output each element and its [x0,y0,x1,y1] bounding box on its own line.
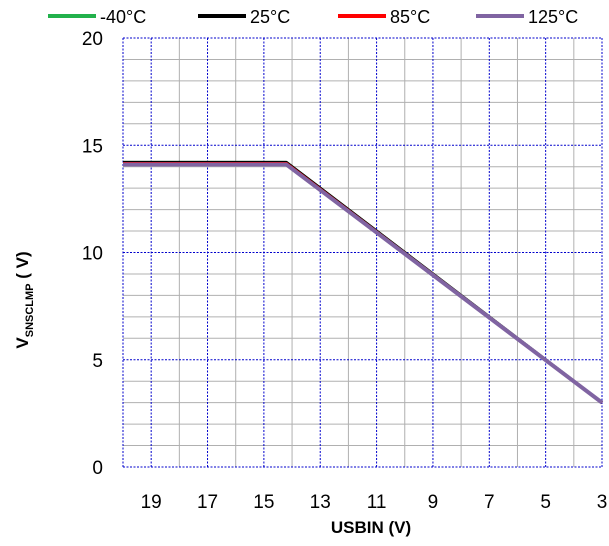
y-tick-label: 0 [92,458,103,479]
legend-label-1: 25°C [250,7,290,27]
y-tick-labels: 0 5 10 15 20 [82,29,103,479]
y-tick-label: 10 [82,244,103,265]
y-tick-label: 15 [82,136,103,157]
x-tick-label: 3 [597,492,608,513]
x-tick-label: 15 [253,492,274,513]
y-axis-title-main: V [13,337,32,349]
series-line-1 [123,160,603,404]
series-line-2 [123,161,603,404]
y-tick-label: 5 [92,351,103,372]
legend-label-0: -40°C [100,7,146,27]
legend-label-2: 85°C [390,7,430,27]
legend-label-3: 125°C [528,7,578,27]
x-tick-label: 17 [197,492,218,513]
major-grid [122,37,603,468]
series-line-3 [123,162,604,405]
x-axis-title: USBIN (V) [331,518,411,537]
x-tick-label: 13 [310,492,331,513]
x-tick-label: 7 [484,492,495,513]
x-tick-label: 5 [540,492,551,513]
series-line-0 [123,160,603,404]
x-tick-label: 9 [428,492,439,513]
y-tick-label: 20 [82,29,103,50]
legend: -40°C 25°C 85°C 125°C [48,7,578,27]
series-layer [123,160,604,405]
y-axis-title-subscript: SNSCLMP [24,283,36,337]
y-axis-title: VSNSCLMP ( V) [13,251,36,348]
y-axis-title-unit: ( V) [13,251,32,283]
x-tick-label: 11 [367,492,387,513]
x-tick-labels: 19 17 15 13 11 9 7 5 3 [141,492,608,513]
x-tick-label: 19 [141,492,162,513]
